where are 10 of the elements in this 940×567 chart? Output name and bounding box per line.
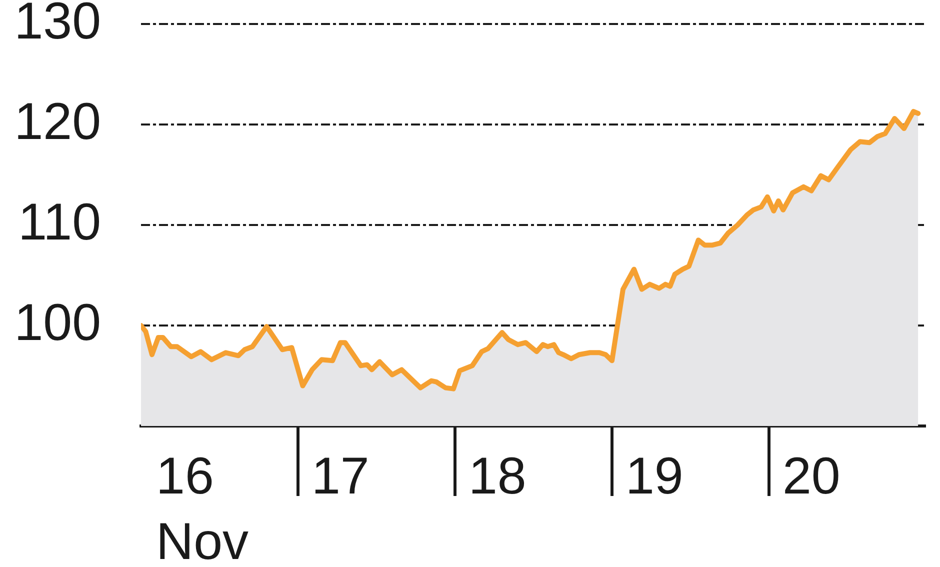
y-tick-label: 130: [14, 0, 101, 50]
x-tick-label: 18: [468, 448, 526, 506]
x-axis-title: Nov: [156, 513, 249, 567]
y-tick-label: 100: [14, 294, 101, 352]
x-tick-label: 16: [156, 448, 214, 506]
y-tick-label: 120: [14, 92, 101, 151]
y-tick-label: 110: [18, 193, 101, 252]
x-tick-label: 19: [625, 448, 684, 506]
x-tick-label: 20: [782, 448, 840, 506]
x-tick-label: 17: [311, 448, 370, 506]
